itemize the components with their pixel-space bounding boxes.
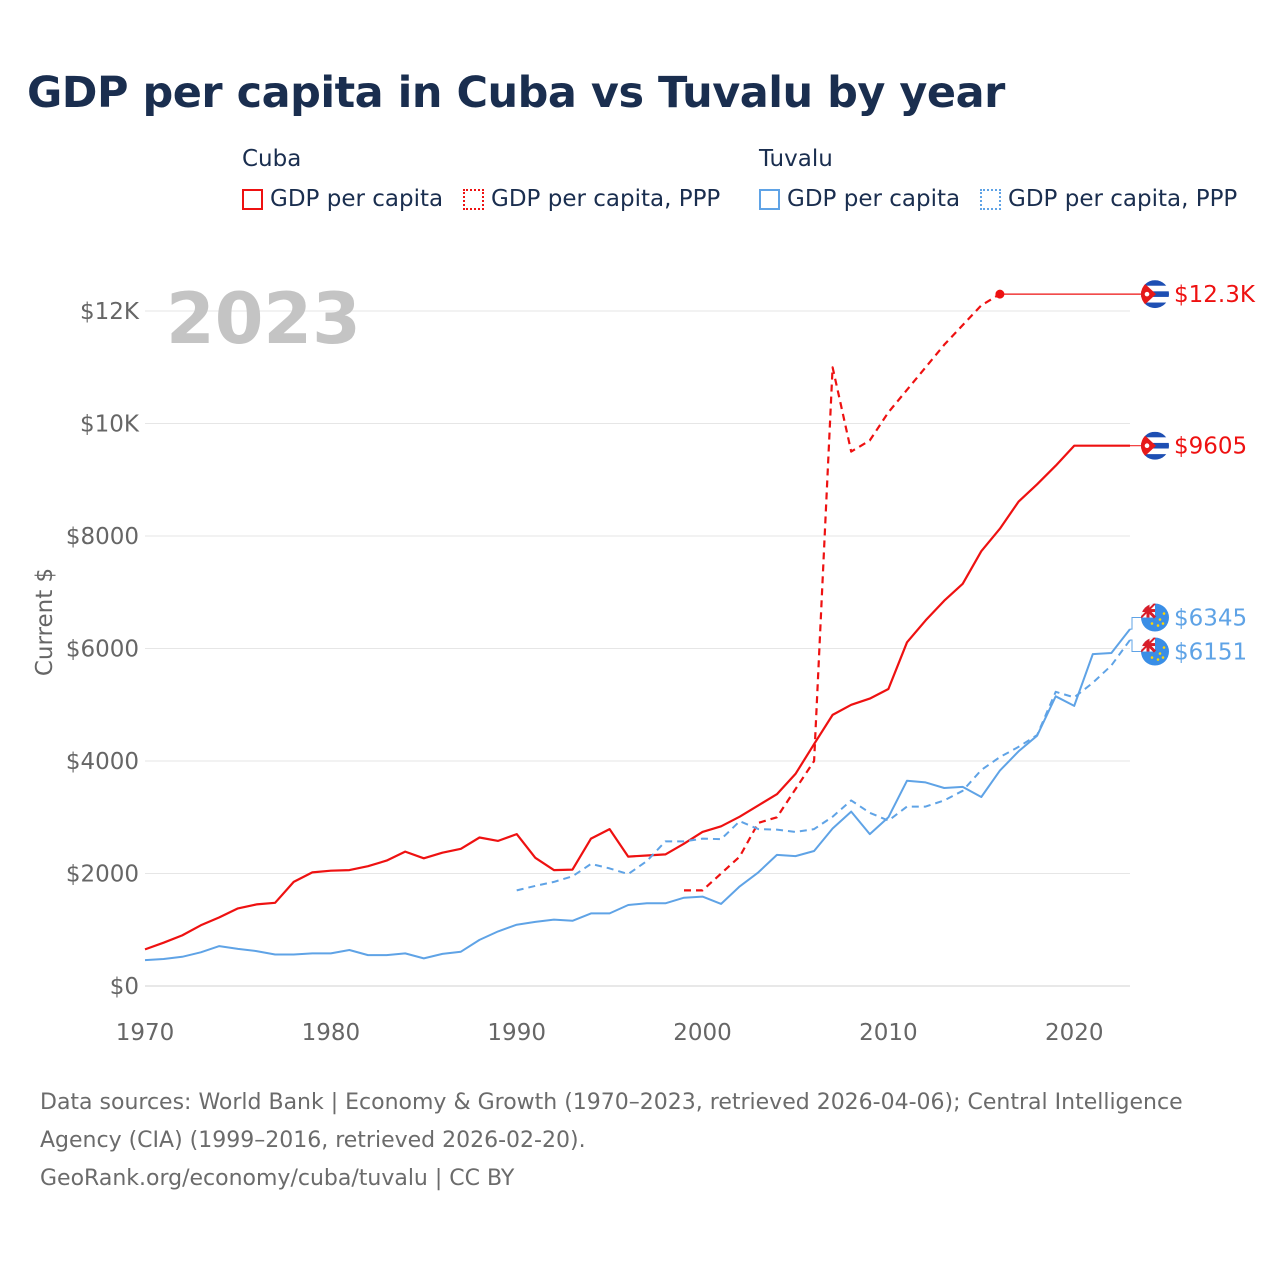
grid-layer <box>145 310 1130 987</box>
cuba-flag-icon <box>1141 280 1169 309</box>
legend-item-cuba-ppp[interactable]: GDP per capita, PPP <box>463 186 720 212</box>
legend-group-cuba: Cuba <box>242 146 302 172</box>
legend-label: GDP per capita, PPP <box>491 186 721 212</box>
tuvalu-flag-icon <box>1141 637 1169 666</box>
axis-layer: $0 $2000 $4000 $6000 $8000 $10K $12K 1970 1980 19… <box>66 299 1130 1046</box>
end-value-label: $9605 <box>1174 434 1247 460</box>
legend-swatch-dotted <box>463 188 484 210</box>
x-tick-label: 1970 <box>116 1020 175 1046</box>
series-layer <box>144 293 1131 962</box>
legend-label: GDP per capita <box>270 186 444 212</box>
legend-item-cuba-gdp[interactable]: GDP per capita <box>242 186 443 212</box>
x-tick-label: 1980 <box>302 1020 361 1046</box>
y-tick-label: $2000 <box>66 862 139 888</box>
y-tick-label: $6000 <box>66 637 139 663</box>
series-line-cuba-ppp <box>684 293 1001 892</box>
y-tick-label: $10K <box>80 412 140 438</box>
legend-swatch-solid <box>242 188 263 210</box>
end-value-label: $12.3K <box>1174 282 1256 308</box>
legend-label: GDP per capita <box>787 186 961 212</box>
line-chart: $0 $2000 $4000 $6000 $8000 $10K $12K 1970 1980 19… <box>32 278 1256 1046</box>
legend-item-tuvalu-gdp[interactable]: GDP per capita <box>759 186 960 212</box>
y-tick-label: $8000 <box>66 524 139 550</box>
y-tick-label: $4000 <box>66 749 139 775</box>
y-tick-label: $0 <box>110 974 139 1000</box>
end-value-label: $6345 <box>1174 606 1247 632</box>
y-tick-label: $12K <box>80 299 140 325</box>
footer-credit[interactable]: GeoRank.org/economy/cuba/tuvalu | CC BY <box>40 1166 515 1191</box>
legend-swatch-dotted <box>980 188 1001 210</box>
tuvalu-flag-icon <box>1141 603 1169 632</box>
footer-sources-line-2: Agency (CIA) (1999–2016, retrieved 2026-… <box>40 1128 586 1153</box>
footer-sources-line-1: Data sources: World Bank | Economy & Gro… <box>40 1090 1183 1115</box>
year-watermark: 2023 <box>166 278 361 360</box>
cuba-flag-icon <box>1141 431 1169 460</box>
x-tick-label: 2020 <box>1045 1020 1104 1046</box>
leader-line <box>1130 617 1142 630</box>
leader-line <box>1130 639 1142 653</box>
x-tick-label: 1990 <box>487 1020 546 1046</box>
x-tick-label: 2000 <box>673 1020 732 1046</box>
series-line-tuvalu-ppp <box>516 639 1131 892</box>
end-value-label: $6151 <box>1174 640 1247 666</box>
y-axis-label: Current $ <box>32 568 58 676</box>
legend-swatch-solid <box>759 188 780 210</box>
legend-item-tuvalu-ppp[interactable]: GDP per capita, PPP <box>980 186 1237 212</box>
legend-group-tuvalu: Tuvalu <box>759 146 833 172</box>
series-line-cuba <box>144 444 1130 951</box>
end-label-layer: $9605 $12.3K $6345 $6151 <box>995 280 1256 666</box>
chart-title: GDP per capita in Cuba vs Tuvalu by year <box>27 68 1005 118</box>
legend-label: GDP per capita, PPP <box>1008 186 1238 212</box>
x-tick-label: 2010 <box>859 1020 918 1046</box>
series-line-tuvalu <box>144 628 1131 962</box>
